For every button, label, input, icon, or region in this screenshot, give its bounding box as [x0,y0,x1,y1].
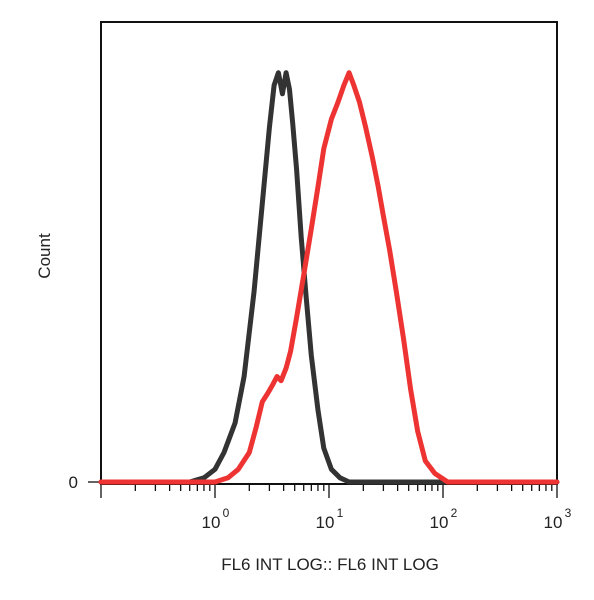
x-tick-label-exponent: 2 [451,506,458,520]
y-axis-label: Count [35,233,54,279]
x-tick-label-exponent: 0 [223,506,230,520]
series-layer [98,70,560,485]
x-tick-label-base: 10 [544,513,563,532]
x-axis-label: FL6 INT LOG:: FL6 INT LOG [221,555,439,574]
series-line-2 [98,70,560,485]
plot-frame [100,21,558,485]
x-axis-ticks [100,484,558,498]
x-tick-label-base: 10 [316,513,335,532]
y-tick-label: 0 [69,473,78,492]
x-tick-label-exponent: 1 [337,506,344,520]
x-axis-tick-labels: 10 0 10 1 10 2 10 3 [202,506,572,532]
y-axis-tick-labels: 0 [69,473,78,492]
x-tick-label-base: 10 [202,513,221,532]
series-line-1 [98,70,560,485]
x-tick-label-exponent: 3 [565,506,572,520]
x-tick-label-base: 10 [430,513,449,532]
